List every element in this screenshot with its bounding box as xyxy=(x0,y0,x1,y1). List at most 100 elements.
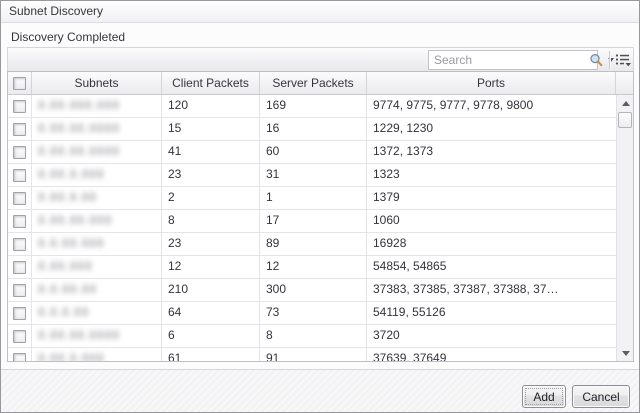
subnet-value-redacted: 8.88.88.8888 xyxy=(38,144,121,158)
ports-cell: 16928 xyxy=(373,236,407,250)
row-checkbox[interactable] xyxy=(13,168,26,182)
table-row[interactable]: 8.88.88.888 8 17 1060 xyxy=(8,210,616,233)
row-checkbox-cell xyxy=(8,95,32,117)
server-packets-cell: 60 xyxy=(260,141,367,163)
server-packets-cell: 169 xyxy=(260,95,367,117)
grid-customize-icon[interactable] xyxy=(615,53,632,67)
table-row[interactable]: 8.88.88.8888 41 60 1372, 1373 xyxy=(8,141,616,164)
subnet-cell: 8.88.888.888 xyxy=(32,95,162,117)
scroll-up-button[interactable] xyxy=(617,95,633,111)
subnet-value-redacted: 8.88.88.8888 xyxy=(38,121,121,135)
table-header-row: Subnets Client Packets Server Packets Po… xyxy=(8,72,633,95)
column-header-client-packets[interactable]: Client Packets xyxy=(162,72,260,94)
client-packets-cell: 8 xyxy=(162,210,260,232)
row-checkbox[interactable] xyxy=(13,145,26,159)
scroll-down-button[interactable] xyxy=(617,345,633,361)
dialog-title: Subnet Discovery xyxy=(9,4,104,18)
subnet-value-redacted: 8.88.888.888 xyxy=(38,98,121,112)
server-packets-cell: 300 xyxy=(260,279,367,301)
subnet-value-redacted: 8.88.88.888 xyxy=(38,213,113,227)
chevron-down-icon xyxy=(608,58,614,62)
ports-cell: 1379 xyxy=(373,190,400,204)
row-checkbox-cell xyxy=(8,302,32,324)
add-button[interactable]: Add xyxy=(522,385,566,408)
table-row[interactable]: 8.8.88.88 210 300 37383, 37385, 37387, 3… xyxy=(8,279,616,302)
table-row[interactable]: 8.88.8.888 23 31 1323 xyxy=(8,164,616,187)
row-checkbox[interactable] xyxy=(13,214,26,228)
table-row[interactable]: 8.8.88.888 23 89 16928 xyxy=(8,233,616,256)
table-body: 8.88.888.888 120 169 9774, 9775, 9777, 9… xyxy=(8,95,633,361)
client-packets-cell: 61 xyxy=(162,348,260,361)
client-packets-cell: 15 xyxy=(162,118,260,140)
cancel-button[interactable]: Cancel xyxy=(572,385,630,408)
subnet-cell: 8.8.8.88 xyxy=(32,302,162,324)
row-checkbox-cell xyxy=(8,279,32,301)
row-checkbox-cell xyxy=(8,118,32,140)
ports-cell: 1323 xyxy=(373,167,400,181)
server-packets-cell: 16 xyxy=(260,118,367,140)
server-packets-cell: 12 xyxy=(260,256,367,278)
subnet-cell: 8.8.88.88 xyxy=(32,279,162,301)
toolbar-separator xyxy=(609,51,610,69)
row-checkbox-cell xyxy=(8,256,32,278)
subnet-cell: 8.88.8.88 xyxy=(32,187,162,209)
grid-toolbar xyxy=(7,47,634,71)
search-magnifier-icon[interactable] xyxy=(589,53,603,67)
server-packets-cell: 17 xyxy=(260,210,367,232)
ports-cell: 37639, 37649 xyxy=(373,351,447,361)
subnet-cell: 8.88.88.888 xyxy=(32,210,162,232)
subnet-cell: 8.88.88.8888 xyxy=(32,141,162,163)
subnet-value-redacted: 8.88.8.888 xyxy=(38,167,105,181)
search-input[interactable] xyxy=(429,52,589,68)
discovery-status-text: Discovery Completed xyxy=(11,30,126,44)
table-row[interactable]: 8.88.8.888 61 91 37639, 37649 xyxy=(8,348,616,361)
client-packets-cell: 2 xyxy=(162,187,260,209)
column-header-server-packets[interactable]: Server Packets xyxy=(260,72,367,94)
row-checkbox[interactable] xyxy=(13,329,26,343)
row-checkbox[interactable] xyxy=(13,306,26,320)
search-box xyxy=(428,50,614,70)
vertical-scrollbar[interactable] xyxy=(616,95,633,361)
table-row[interactable]: 8.88.88.8888 15 16 1229, 1230 xyxy=(8,118,616,141)
select-all-checkbox[interactable] xyxy=(13,76,26,90)
column-header-ports[interactable]: Ports xyxy=(367,72,616,94)
subnet-value-redacted: 8.88.88.8888 xyxy=(38,328,121,342)
table-row[interactable]: 8.8.8.88 64 73 54119, 55126 xyxy=(8,302,616,325)
row-checkbox-cell xyxy=(8,233,32,255)
row-checkbox[interactable] xyxy=(13,352,26,361)
row-checkbox[interactable] xyxy=(13,99,26,113)
arrow-down-icon xyxy=(621,350,630,356)
table-row[interactable]: 8.88.888.888 120 169 9774, 9775, 9777, 9… xyxy=(8,95,616,118)
row-checkbox[interactable] xyxy=(13,191,26,205)
server-packets-cell: 8 xyxy=(260,325,367,347)
subnet-cell: 8.88.8.888 xyxy=(32,164,162,186)
ports-cell: 54854, 54865 xyxy=(373,259,447,273)
client-packets-cell: 120 xyxy=(162,95,260,117)
ports-cell: 1229, 1230 xyxy=(373,121,434,135)
header-filler-cell xyxy=(616,72,633,94)
client-packets-cell: 6 xyxy=(162,325,260,347)
ports-cell: 1372, 1373 xyxy=(373,144,434,158)
subnet-cell: 8.88.88.8888 xyxy=(32,325,162,347)
column-header-subnets[interactable]: Subnets xyxy=(32,72,162,94)
row-checkbox[interactable] xyxy=(13,237,26,251)
search-options-dropdown[interactable] xyxy=(605,51,617,69)
subnet-cell: 8.88.8.888 xyxy=(32,348,162,361)
table-row[interactable]: 8.88.88.8888 6 8 3720 xyxy=(8,325,616,348)
grid-body-rows: 8.88.888.888 120 169 9774, 9775, 9777, 9… xyxy=(8,95,616,361)
subnet-cell: 8.8.88.888 xyxy=(32,233,162,255)
ports-cell: 1060 xyxy=(373,213,400,227)
table-row[interactable]: 8.88.888 12 12 54854, 54865 xyxy=(8,256,616,279)
client-packets-cell: 64 xyxy=(162,302,260,324)
scrollbar-thumb[interactable] xyxy=(618,112,632,128)
dialog-titlebar[interactable]: Subnet Discovery xyxy=(1,1,639,23)
row-checkbox[interactable] xyxy=(13,283,26,297)
arrow-up-icon xyxy=(621,100,630,106)
server-packets-cell: 91 xyxy=(260,348,367,361)
row-checkbox[interactable] xyxy=(13,260,26,274)
table-row[interactable]: 8.88.8.88 2 1 1379 xyxy=(8,187,616,210)
row-checkbox[interactable] xyxy=(13,122,26,136)
row-checkbox-cell xyxy=(8,348,32,361)
subnet-cell: 8.88.88.8888 xyxy=(32,118,162,140)
